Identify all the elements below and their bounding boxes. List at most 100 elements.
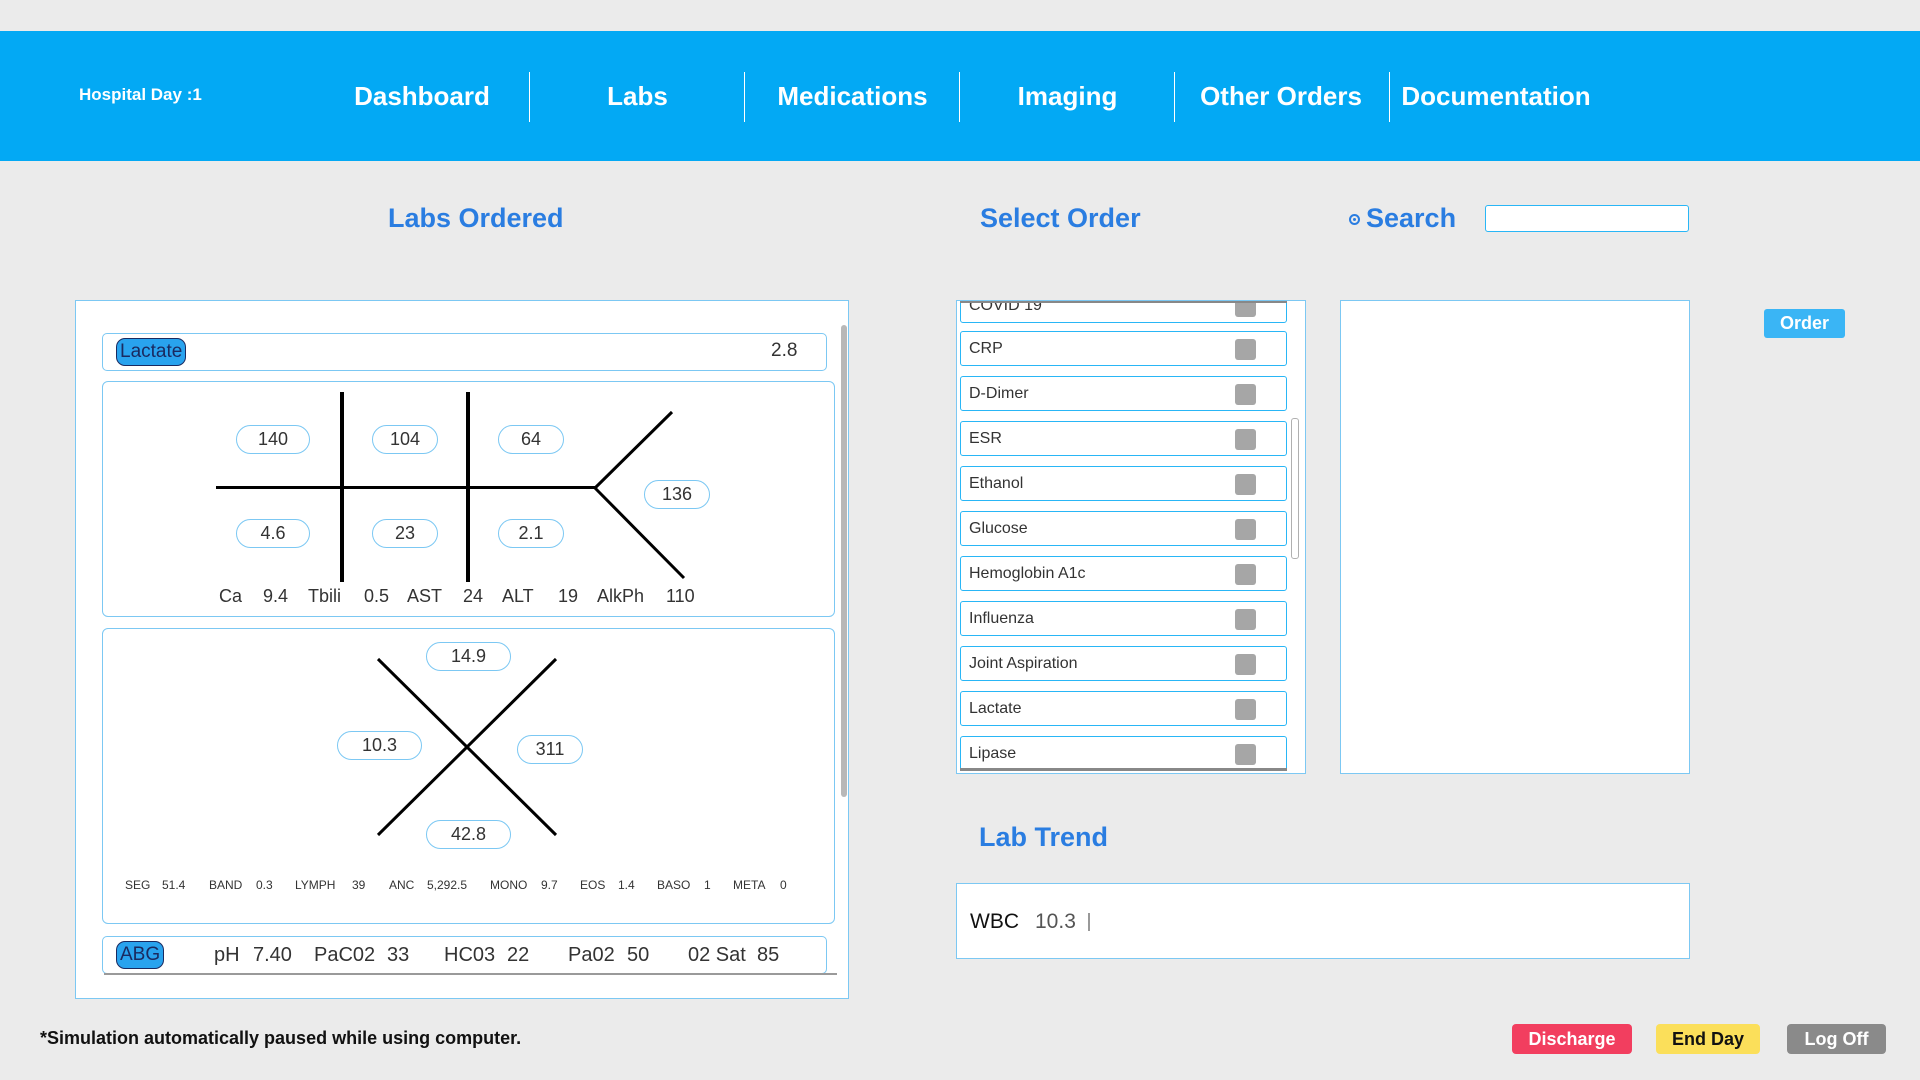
ca-label: Ca: [219, 586, 243, 606]
abg-hco3-value: 22: [507, 944, 530, 966]
nav-imaging[interactable]: Imaging: [1017, 81, 1118, 111]
diff-baso-value: 1: [704, 878, 711, 892]
lactate-value: 2.8: [771, 340, 798, 361]
cbc-panel: [102, 628, 835, 924]
diff-lymph-label: LYMPH: [295, 878, 336, 892]
order-item-label: D-Dimer: [969, 385, 1029, 402]
nav-divider: [959, 72, 960, 122]
order-list[interactable]: COVID 19 CRP D-Dimer ESR Ethanol Glucose…: [956, 300, 1306, 774]
diff-seg-value: 51.4: [162, 878, 186, 892]
diff-band-value: 0.3: [256, 878, 273, 892]
lab-trend-box: [956, 883, 1690, 959]
diff-eos-value: 1.4: [618, 878, 635, 892]
bmp-branch-upper: [593, 410, 674, 490]
alt-value: 19: [558, 586, 579, 606]
nav-other-orders[interactable]: Other Orders: [1200, 81, 1362, 111]
search-title: Search: [1366, 203, 1457, 233]
nav-divider: [529, 72, 530, 122]
ast-label: AST: [407, 586, 443, 606]
order-list-scrollbar[interactable]: [1291, 418, 1299, 559]
order-item-label: Hemoglobin A1c: [969, 565, 1086, 582]
abg-o2sat-value: 85: [757, 944, 780, 966]
ast-value: 24: [463, 586, 484, 606]
order-checkbox[interactable]: [1235, 429, 1256, 450]
lactate-tag[interactable]: Lactate: [116, 338, 187, 366]
abg-row-shadow: [104, 973, 837, 975]
order-checkbox[interactable]: [1235, 609, 1256, 630]
order-checkbox[interactable]: [1235, 654, 1256, 675]
nav-medications[interactable]: Medications: [777, 81, 928, 111]
cbc-line-ascending: [376, 657, 558, 837]
bmp-glucose: 136: [644, 480, 710, 509]
order-checkbox[interactable]: [1235, 301, 1256, 317]
bmp-chloride: 104: [372, 425, 438, 454]
tbili-value: 0.5: [364, 586, 390, 606]
order-item-crp[interactable]: CRP: [960, 331, 1287, 366]
diff-seg-label: SEG: [125, 878, 151, 892]
order-item-label: Joint Aspiration: [969, 655, 1078, 672]
selected-orders-box[interactable]: [1340, 300, 1690, 774]
abg-ph-value: 7.40: [253, 944, 292, 966]
diff-anc-value: 5,292.5: [427, 878, 468, 892]
lab-trend-bar: [1088, 913, 1090, 931]
search-input[interactable]: [1485, 205, 1689, 232]
order-item-joint-aspiration[interactable]: Joint Aspiration: [960, 646, 1287, 681]
alkph-label: AlkPh: [597, 586, 645, 606]
bmp-horizontal-line: [216, 486, 596, 489]
nav-divider: [1389, 72, 1390, 122]
abg-hco3-label: HC03: [444, 944, 496, 966]
labs-ordered-title: Labs Ordered: [388, 203, 564, 233]
lab-trend-value: 10.3: [1035, 910, 1076, 933]
abg-paco2-value: 33: [387, 944, 410, 966]
order-item-hemoglobin-a1c[interactable]: Hemoglobin A1c: [960, 556, 1287, 591]
order-checkbox[interactable]: [1235, 474, 1256, 495]
bmp-divider-2: [466, 392, 470, 582]
order-item-glucose[interactable]: Glucose: [960, 511, 1287, 546]
diff-band-label: BAND: [209, 878, 243, 892]
order-checkbox[interactable]: [1235, 339, 1256, 360]
tbili-label: Tbili: [308, 586, 342, 606]
order-item-lipase[interactable]: Lipase: [960, 736, 1287, 771]
labs-panel-scrollbar[interactable]: [841, 325, 847, 797]
order-item-esr[interactable]: ESR: [960, 421, 1287, 456]
order-item-ethanol[interactable]: Ethanol: [960, 466, 1287, 501]
order-item-label: Lactate: [969, 700, 1022, 717]
order-checkbox[interactable]: [1235, 744, 1256, 765]
nav-documentation[interactable]: Documentation: [1401, 81, 1591, 111]
order-item-label: Lipase: [969, 745, 1017, 762]
bmp-glucose-branch: [593, 410, 686, 580]
lab-trend-name: WBC: [970, 910, 1019, 933]
abg-row[interactable]: [102, 936, 827, 974]
order-item-label: Glucose: [969, 520, 1028, 537]
diff-meta-value: 0: [780, 878, 787, 892]
order-item-label: CRP: [969, 340, 1003, 357]
lactate-row[interactable]: [102, 333, 827, 371]
order-item-lactate[interactable]: Lactate: [960, 691, 1287, 726]
top-navigation-bar: [0, 31, 1920, 161]
order-item-label: Ethanol: [969, 475, 1024, 492]
bmp-potassium: 4.6: [236, 519, 310, 548]
discharge-button[interactable]: Discharge: [1512, 1024, 1632, 1054]
simulation-paused-note: *Simulation automatically paused while u…: [40, 1028, 522, 1048]
order-checkbox[interactable]: [1235, 564, 1256, 585]
nav-dashboard[interactable]: Dashboard: [354, 81, 490, 111]
order-item-d-dimer[interactable]: D-Dimer: [960, 376, 1287, 411]
nav-divider: [1174, 72, 1175, 122]
order-checkbox[interactable]: [1235, 384, 1256, 405]
order-list-top-edge: [960, 301, 1287, 303]
order-checkbox[interactable]: [1235, 519, 1256, 540]
order-checkbox[interactable]: [1235, 699, 1256, 720]
order-item-influenza[interactable]: Influenza: [960, 601, 1287, 636]
log-off-button[interactable]: Log Off: [1787, 1024, 1886, 1054]
diff-mono-label: MONO: [490, 878, 528, 892]
diff-mono-value: 9.7: [541, 878, 558, 892]
hospital-day-label: Hospital Day :1: [79, 85, 202, 104]
cbc-wbc: 10.3: [337, 731, 422, 760]
alkph-value: 110: [666, 586, 695, 606]
order-button[interactable]: Order: [1764, 309, 1845, 338]
abg-tag[interactable]: ABG: [116, 941, 165, 969]
end-day-button[interactable]: End Day: [1656, 1024, 1760, 1054]
nav-labs[interactable]: Labs: [607, 81, 668, 111]
nav-divider: [744, 72, 745, 122]
order-item-covid[interactable]: COVID 19: [960, 301, 1287, 323]
